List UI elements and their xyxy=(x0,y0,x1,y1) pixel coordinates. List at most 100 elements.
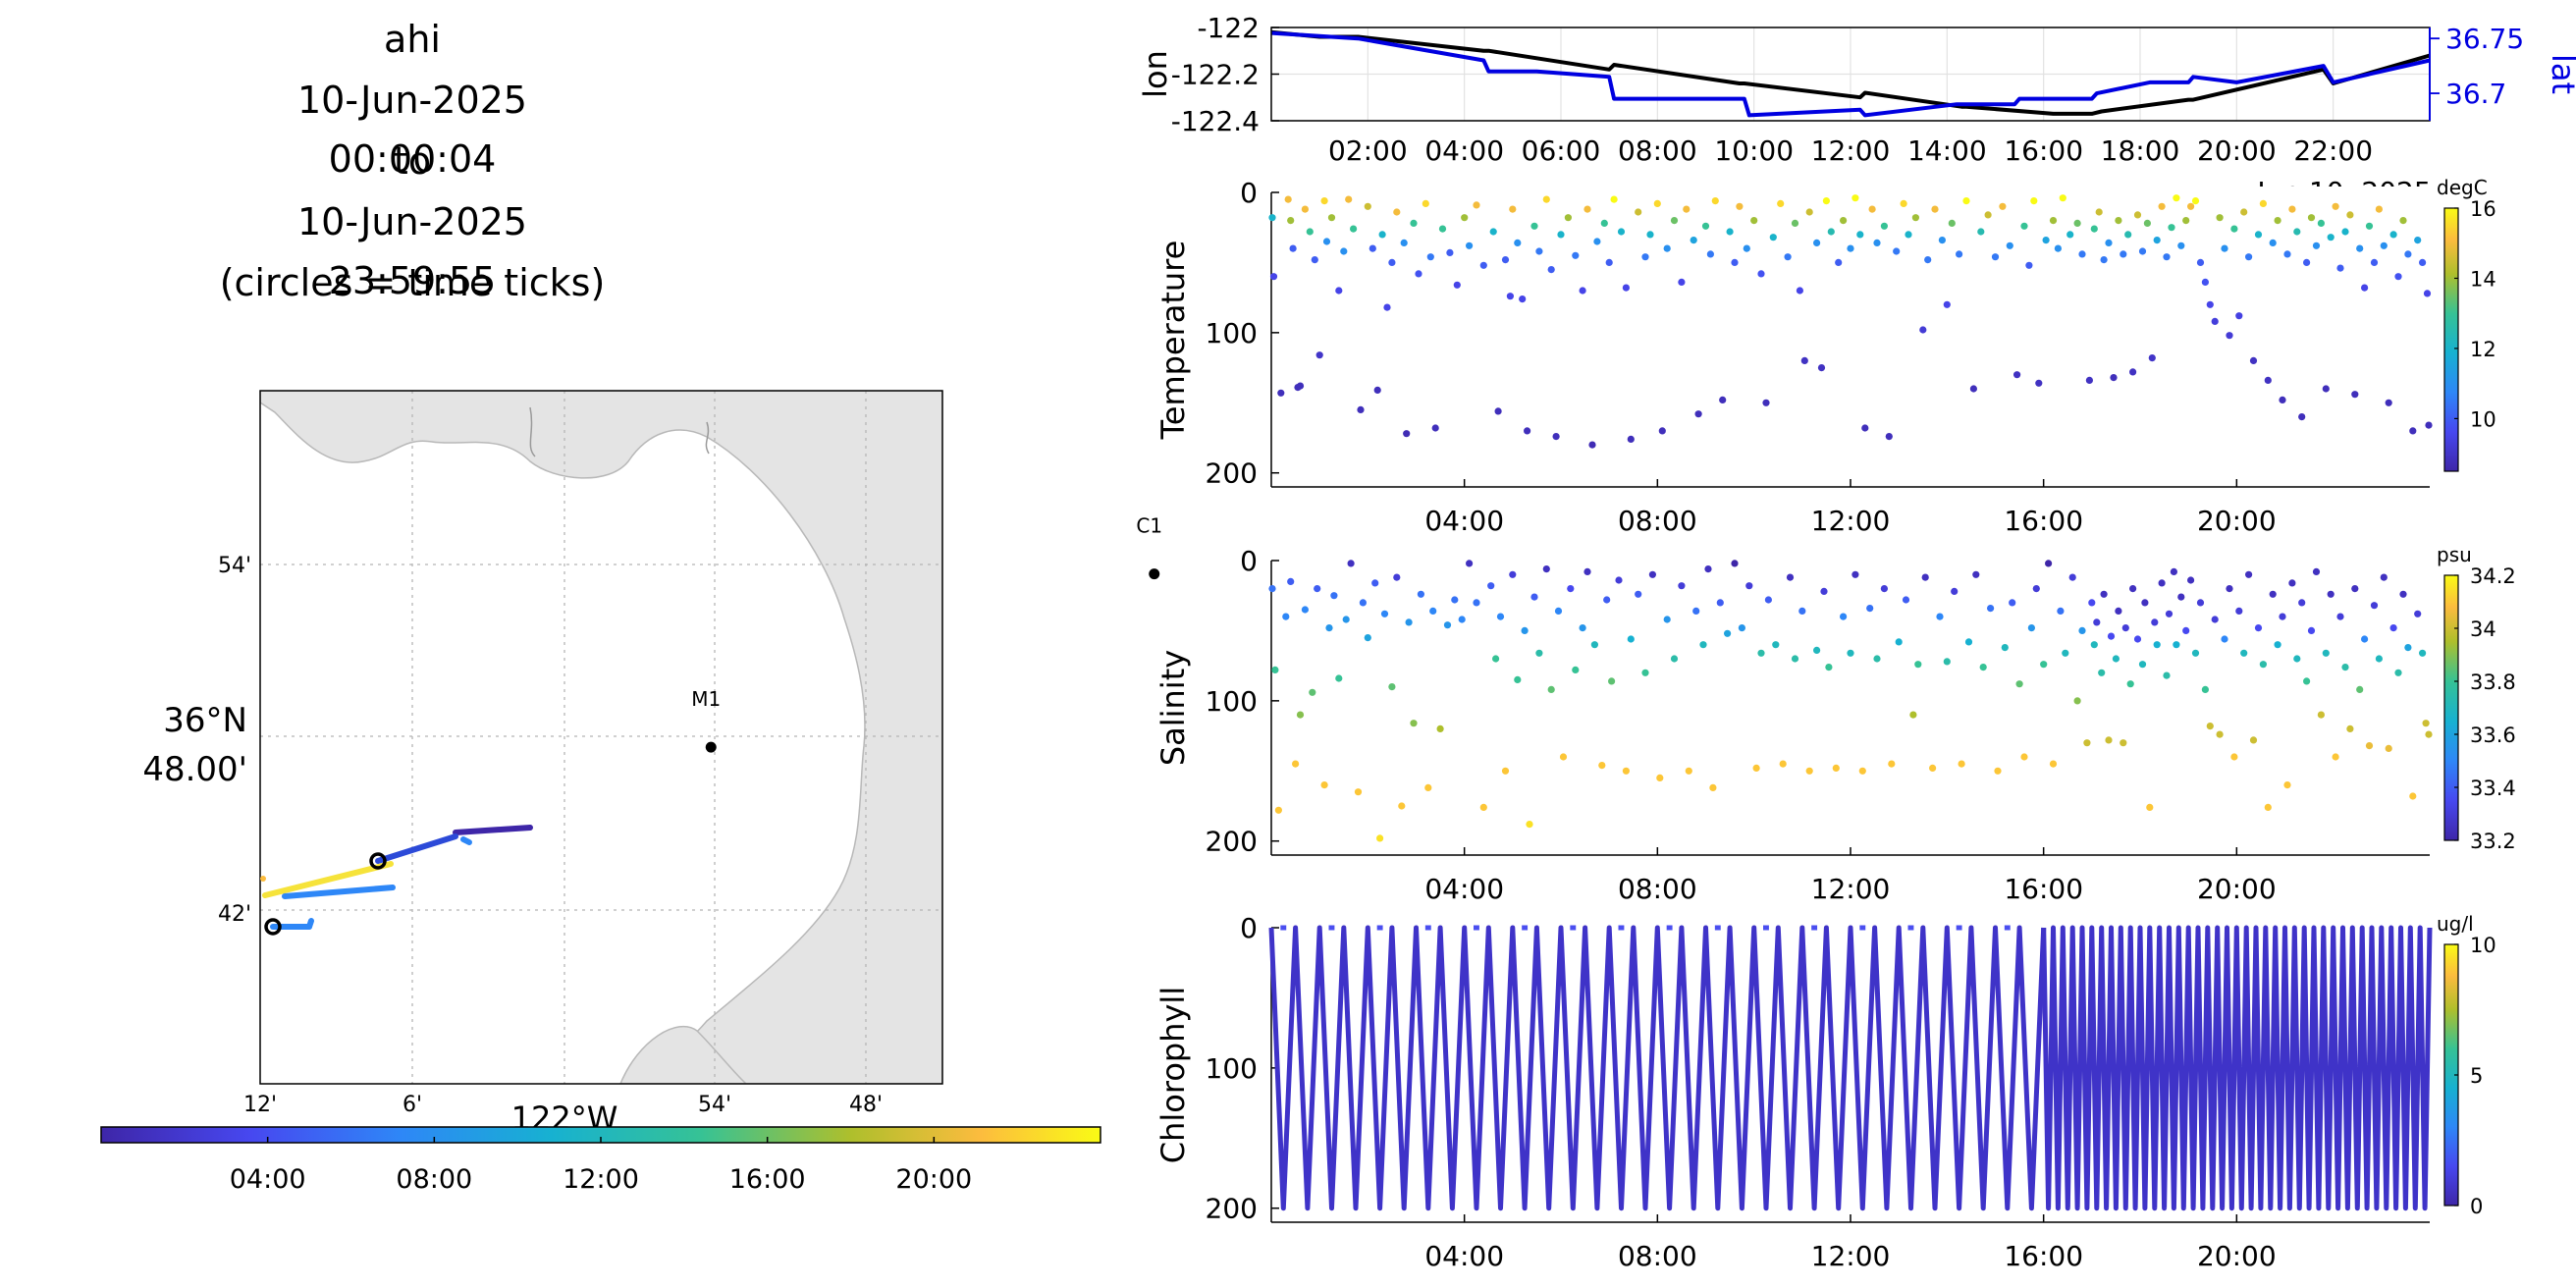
data-point xyxy=(2283,781,2291,789)
data-point xyxy=(1519,295,1527,303)
data-point xyxy=(1320,197,1328,205)
y-tick-label: 0 xyxy=(1240,545,1258,577)
data-point xyxy=(1924,256,1932,264)
data-point xyxy=(2264,376,2272,384)
data-point xyxy=(2027,624,2035,632)
data-point xyxy=(2015,680,2023,688)
x-tick-label: 16:00 xyxy=(2004,1240,2083,1272)
data-point xyxy=(1943,300,1951,308)
title-end-time: 10-Jun-2025 23:59:55 xyxy=(297,200,527,302)
data-point xyxy=(2375,205,2383,213)
data-point xyxy=(1805,208,1813,216)
yo-profile-line xyxy=(1268,925,2047,1211)
data-point xyxy=(2078,626,2086,635)
data-point xyxy=(1554,607,1563,616)
data-point xyxy=(2196,258,2205,266)
data-point xyxy=(1289,244,1297,252)
data-point xyxy=(1991,253,2000,261)
data-point xyxy=(2013,371,2021,379)
data-point xyxy=(2001,644,2009,652)
data-point xyxy=(1777,199,1785,207)
x-tick-label: 16:00 xyxy=(2004,505,2083,537)
data-point xyxy=(1340,247,1348,255)
data-point xyxy=(1426,253,1434,261)
data-point xyxy=(2049,217,2058,225)
lat-series-line xyxy=(1270,30,2431,118)
data-point xyxy=(1600,219,1608,227)
data-point xyxy=(2425,730,2433,738)
data-point xyxy=(2129,585,2137,593)
data-point xyxy=(1400,239,1408,246)
data-point xyxy=(1938,237,1946,244)
data-point xyxy=(2298,413,2306,421)
data-point xyxy=(1769,234,1777,242)
map-lon-tick: 54' xyxy=(698,1093,731,1117)
data-point xyxy=(1277,389,1285,397)
data-point xyxy=(2245,570,2253,578)
data-point xyxy=(1567,585,1575,593)
data-point xyxy=(2187,202,2195,210)
data-point xyxy=(1813,239,1821,246)
data-point xyxy=(1376,834,1384,842)
data-point xyxy=(2303,258,2311,266)
data-point xyxy=(1417,590,1424,598)
data-point xyxy=(2380,573,2388,581)
data-point xyxy=(1663,616,1671,623)
data-point xyxy=(2095,208,2103,216)
data-point xyxy=(2293,228,2301,236)
data-point xyxy=(2404,644,2412,652)
data-point xyxy=(2327,590,2334,598)
data-point xyxy=(1473,599,1480,607)
data-point xyxy=(1670,217,1679,225)
data-point xyxy=(1506,293,1514,300)
data-point xyxy=(2303,677,2311,685)
y-axis-label: Salinity xyxy=(1154,650,1192,766)
data-point xyxy=(1301,205,1309,213)
data-point xyxy=(1690,237,1697,244)
data-point xyxy=(1646,231,1654,239)
data-point xyxy=(1282,613,1290,620)
data-point xyxy=(1724,629,1732,637)
data-point xyxy=(2009,599,2016,607)
data-point xyxy=(1492,655,1500,663)
colorbar-tick-label: 10 xyxy=(2470,934,2496,957)
map-lat-tick: 42' xyxy=(218,902,251,927)
colorbar-tick-label: 34 xyxy=(2470,617,2496,641)
colorbar-tick-label: 33.8 xyxy=(2470,671,2516,694)
data-point xyxy=(1347,560,1355,567)
data-point xyxy=(1325,624,1333,632)
data-point xyxy=(1817,364,1826,372)
data-point xyxy=(2049,760,2058,768)
data-point xyxy=(2327,234,2334,242)
data-point xyxy=(1557,231,1565,239)
data-point xyxy=(1764,596,1772,604)
data-point xyxy=(2151,618,2159,626)
data-point xyxy=(2216,214,2224,222)
y-tick-label: 100 xyxy=(1206,685,1258,718)
data-point xyxy=(2143,219,2151,227)
data-point xyxy=(1342,616,1350,623)
data-point xyxy=(1496,613,1505,620)
river xyxy=(529,406,536,457)
data-point xyxy=(1524,427,1531,435)
y-axis-label: Chlorophyll xyxy=(1154,987,1192,1163)
data-point xyxy=(1791,655,1799,663)
data-point xyxy=(2066,231,2074,239)
x-tick-label: 08:00 xyxy=(1618,1240,1697,1272)
data-point xyxy=(2422,720,2430,727)
x-tick-label: 20:00 xyxy=(2197,873,2277,905)
data-point xyxy=(1410,720,1418,727)
data-point xyxy=(1683,205,1690,213)
data-point xyxy=(1350,225,1358,233)
data-point xyxy=(1530,222,1538,230)
x-tick-label: 14:00 xyxy=(1907,134,1987,167)
data-point xyxy=(2073,219,2081,227)
map-lon-tick: 6' xyxy=(402,1093,422,1117)
data-point xyxy=(1880,585,1888,593)
data-point xyxy=(1820,587,1828,596)
data-point xyxy=(1825,664,1833,671)
data-point xyxy=(2173,194,2180,202)
data-point xyxy=(1627,435,1635,443)
data-point xyxy=(2148,354,2156,362)
